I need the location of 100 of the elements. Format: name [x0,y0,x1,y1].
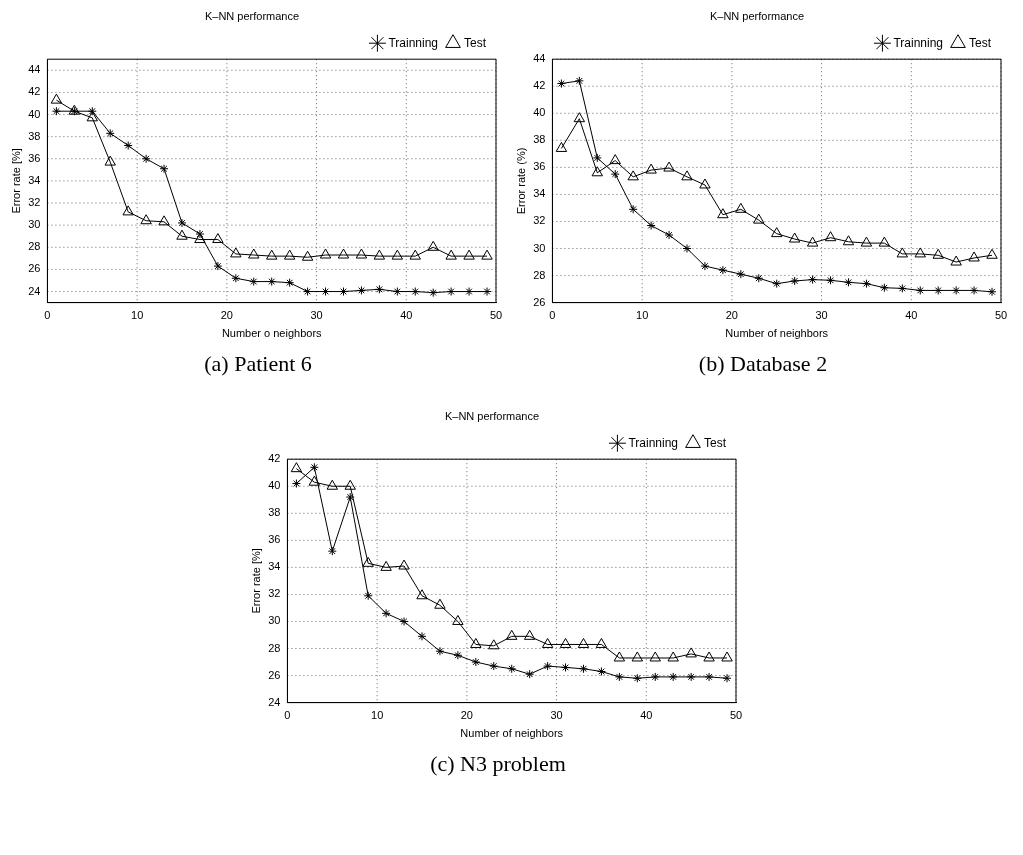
y-tick-label: 42 [28,85,41,98]
x-axis-title: Number o neighbors [221,327,323,340]
legend-label: Test [703,435,727,450]
y-tick-label: 30 [533,241,546,254]
x-tick-label: 20 [725,309,738,322]
point [788,232,801,243]
point [345,492,355,502]
point [123,141,133,150]
point [356,285,366,295]
point [399,616,409,626]
point [481,249,493,260]
y-tick-label: 32 [268,587,281,600]
y-tick-label: 26 [533,295,546,308]
legend-label: Test [968,35,992,50]
point [609,154,621,165]
point [212,233,224,244]
legend-label: Trainning [893,35,943,50]
point [610,169,620,179]
x-tick-label: 0 [549,309,556,322]
point [577,637,590,648]
point [790,276,800,286]
point [771,227,783,238]
y-tick-label: 24 [268,695,281,708]
point [721,651,733,662]
x-tick-label: 20 [460,709,473,722]
x-tick-label: 20 [220,309,233,322]
point [933,285,943,295]
point [231,273,241,283]
point [806,236,819,247]
point [722,673,732,683]
point [355,248,368,259]
y-tick-label: 40 [28,107,41,120]
y-tick-label: 36 [268,533,281,546]
point [176,229,188,240]
point [303,287,313,297]
point [471,657,481,667]
point [51,106,61,116]
point [592,153,602,163]
point [932,248,944,259]
point [596,667,606,676]
point [428,288,438,298]
point [986,248,998,259]
point [646,221,656,231]
point [704,672,714,682]
point [896,247,909,258]
point [50,93,63,104]
point [685,647,697,658]
point [427,240,439,251]
point [525,669,535,679]
point [627,170,639,181]
point [309,462,319,472]
legend-label: Trainning [628,435,678,450]
y-tick-label: 30 [268,614,281,627]
point [951,285,961,295]
y-tick-label: 32 [28,196,41,209]
point [266,249,278,260]
point [159,164,169,174]
point [445,249,457,260]
point [878,236,891,247]
point [230,247,242,258]
x-tick-label: 0 [284,709,291,722]
point [541,637,554,648]
chart-title: K–NN performance [204,9,300,22]
point [808,275,818,285]
point [861,279,871,289]
x-tick-label: 50 [489,309,503,322]
x-tick-label: 30 [310,309,323,322]
point [860,236,873,247]
x-tick-label: 10 [636,309,649,322]
y-tick-label: 34 [28,173,41,186]
point [667,651,679,662]
point [290,462,303,473]
point [914,247,926,258]
x-tick-label: 50 [994,309,1008,322]
y-tick-label: 34 [268,560,281,573]
point [632,673,642,683]
point [682,244,692,254]
point [987,287,997,297]
point [363,591,373,601]
point [591,166,603,177]
point [301,250,314,261]
point [573,112,586,123]
point [416,589,428,600]
point [452,614,464,625]
point [506,629,518,640]
point [327,546,337,556]
point [104,155,116,166]
legend-label: Trainning [388,35,438,50]
point [614,672,624,682]
x-axis-title: Number of neighbors [725,327,829,340]
point [897,283,907,293]
y-tick-label: 38 [533,133,546,146]
point [523,629,536,640]
point [409,249,421,260]
point [842,235,855,246]
point [543,661,553,671]
point [824,231,837,242]
point [122,205,134,216]
point [686,672,696,682]
point [488,639,500,650]
